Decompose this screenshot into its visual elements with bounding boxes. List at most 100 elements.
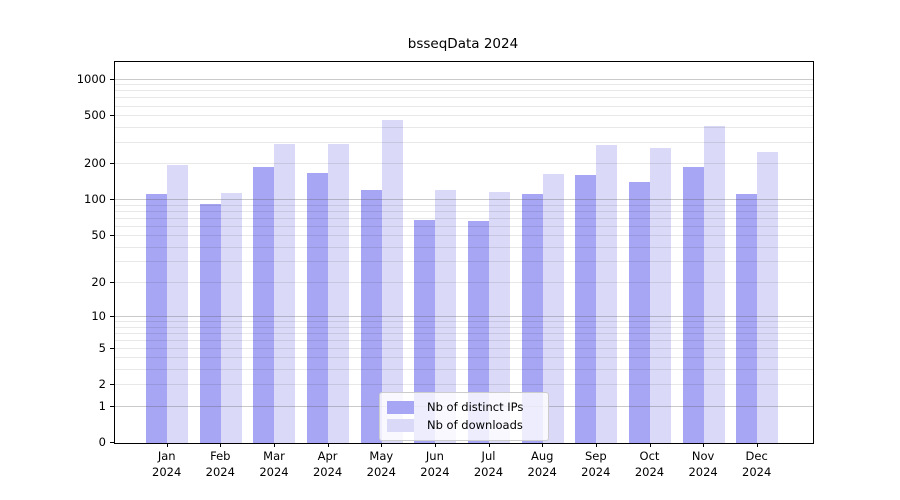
- x-tick-label: Dec 2024: [742, 449, 772, 479]
- x-tick-mark: [327, 443, 329, 447]
- legend-item-downloads: Nb of downloads: [387, 417, 542, 434]
- y-tick-mark: [110, 315, 114, 317]
- y-tick-label: 1000: [76, 71, 106, 86]
- bar-downloads: [220, 193, 242, 443]
- bar-downloads: [703, 125, 725, 443]
- legend-swatch-downloads: [387, 419, 414, 432]
- gridline-major: [115, 78, 813, 80]
- y-tick-mark: [110, 281, 114, 283]
- y-tick-mark: [110, 78, 114, 80]
- gridline-minor: [115, 246, 813, 248]
- y-tick-mark: [110, 442, 114, 443]
- bar-downloads: [489, 192, 511, 443]
- x-tick-label: May 2024: [366, 449, 396, 479]
- gridline-minor: [115, 84, 813, 86]
- x-tick-mark: [488, 443, 490, 447]
- y-tick-mark: [110, 199, 114, 201]
- x-tick-label: Feb 2024: [205, 449, 235, 479]
- y-tick-label: 500: [84, 108, 106, 123]
- gridline-minor: [115, 235, 813, 237]
- bar-distinct-ips: [468, 221, 490, 443]
- gridline-minor: [115, 217, 813, 219]
- bar-downloads: [435, 189, 457, 443]
- y-tick-mark: [110, 115, 114, 117]
- gridline-major: [115, 199, 813, 201]
- x-tick-mark: [434, 443, 436, 447]
- legend: Nb of distinct IPs Nb of downloads: [379, 392, 549, 441]
- gridline-minor: [115, 357, 813, 359]
- bar-distinct-ips: [253, 167, 275, 443]
- bar-downloads: [328, 143, 350, 443]
- bar-downloads: [274, 143, 296, 443]
- gridline-minor: [115, 105, 813, 107]
- gridline-minor: [115, 261, 813, 263]
- gridline-minor: [115, 384, 813, 386]
- bar-distinct-ips: [575, 174, 597, 443]
- y-tick-label: 10: [91, 308, 106, 323]
- bar-distinct-ips: [414, 220, 436, 443]
- bar-downloads: [167, 165, 189, 443]
- bar-distinct-ips: [307, 173, 329, 443]
- y-tick-label: 1: [98, 398, 106, 413]
- bar-downloads: [649, 148, 671, 443]
- bar-distinct-ips: [199, 203, 221, 443]
- y-tick-label: 20: [91, 274, 106, 289]
- gridline-minor: [115, 347, 813, 349]
- chart-title: bsseqData 2024: [407, 36, 519, 52]
- gridline-minor: [115, 97, 813, 99]
- x-tick-mark: [595, 443, 597, 447]
- bar-distinct-ips: [360, 189, 382, 443]
- legend-swatch-ips: [387, 401, 414, 414]
- y-tick-label: 5: [98, 340, 106, 355]
- x-tick-mark: [274, 443, 275, 447]
- x-tick-mark: [756, 443, 758, 447]
- y-tick-mark: [110, 163, 114, 165]
- bar-downloads: [542, 173, 564, 443]
- bar-distinct-ips: [628, 182, 650, 443]
- x-tick-label: Jan 2024: [152, 449, 182, 479]
- gridline-minor: [115, 210, 813, 212]
- y-tick-label: 200: [84, 156, 106, 171]
- legend-label-ips: Nb of distinct IPs: [427, 400, 524, 414]
- x-tick-label: Aug 2024: [527, 449, 557, 479]
- legend-item-ips: Nb of distinct IPs: [387, 399, 542, 416]
- x-tick-label: Oct 2024: [634, 449, 665, 479]
- gridline-major: [115, 315, 813, 317]
- gridline-minor: [115, 339, 813, 341]
- gridline-minor: [115, 281, 813, 283]
- gridline-minor: [115, 369, 813, 371]
- gridline-minor: [115, 204, 813, 206]
- y-tick-label: 100: [84, 192, 106, 207]
- bar-distinct-ips: [146, 193, 168, 443]
- gridline-minor: [115, 115, 813, 117]
- x-tick-mark: [166, 443, 168, 447]
- x-tick-label: Nov 2024: [688, 449, 718, 479]
- x-tick-mark: [542, 443, 544, 447]
- y-tick-mark: [110, 347, 114, 349]
- gridline-minor: [115, 326, 813, 328]
- x-tick-label: Apr 2024: [312, 449, 343, 479]
- gridline-minor: [115, 320, 813, 322]
- bar-downloads: [596, 144, 618, 443]
- bar-distinct-ips: [521, 194, 543, 443]
- x-tick-mark: [220, 443, 222, 447]
- y-tick-mark: [110, 405, 114, 407]
- gridline-minor: [115, 225, 813, 227]
- x-tick-mark: [703, 443, 705, 447]
- x-tick-label: Sep 2024: [581, 449, 611, 479]
- legend-label-downloads: Nb of downloads: [427, 418, 523, 432]
- bar-downloads: [381, 120, 403, 443]
- y-tick-mark: [110, 384, 114, 386]
- gridline-minor: [115, 141, 813, 143]
- y-tick-label: 0: [98, 435, 106, 449]
- x-tick-mark: [381, 443, 383, 447]
- bar-distinct-ips: [736, 193, 758, 443]
- gridline-minor: [115, 90, 813, 92]
- bar-downloads: [757, 152, 779, 443]
- bar-distinct-ips: [682, 167, 704, 443]
- plot-area: Nb of distinct IPs Nb of downloads: [114, 61, 814, 444]
- x-tick-mark: [649, 443, 651, 447]
- y-tick-label: 50: [91, 228, 106, 243]
- x-tick-label: Mar 2024: [259, 449, 289, 479]
